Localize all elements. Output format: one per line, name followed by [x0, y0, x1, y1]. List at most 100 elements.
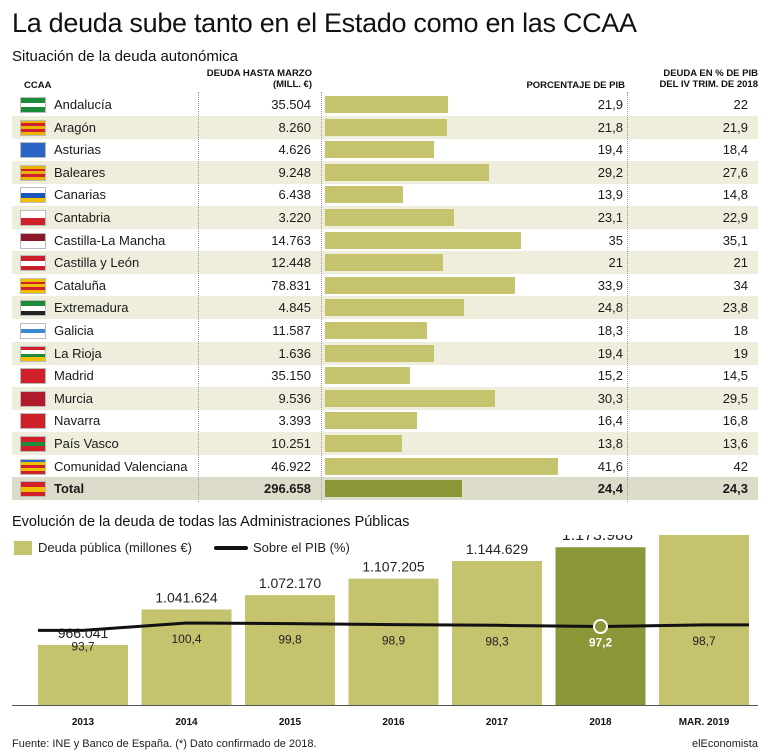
- pib-percent: 41,6: [597, 458, 623, 474]
- x-tick-label: 2016: [382, 717, 405, 728]
- legend-line-swatch: [214, 546, 248, 550]
- table-row: Murcia 9.536 30,3 29,5: [12, 386, 758, 410]
- region-name: Galicia: [54, 323, 94, 338]
- debt-value: 11.587: [272, 323, 311, 338]
- debt-value: 4.845: [278, 300, 311, 316]
- pib-bar: [325, 457, 558, 475]
- pib-iv-percent: 18,4: [722, 142, 748, 158]
- table-row: Aragón 8.260 21,8 21,9: [12, 115, 758, 139]
- pib-iv-percent: 22: [733, 97, 748, 112]
- x-tick-label: 2017: [486, 717, 509, 728]
- header-iv-line1: DEUDA EN % DE PIB: [663, 68, 758, 79]
- debt-value: 10.251: [271, 436, 311, 451]
- pib-value-label: 98,9: [382, 634, 406, 648]
- debt-bar: [452, 561, 542, 705]
- region-flag-icon: [20, 232, 46, 249]
- debt-value: 3.220: [278, 210, 311, 225]
- table-row: Canarias 6.438 13,9 14,8: [12, 183, 758, 206]
- header-ccaa: CCAA: [24, 80, 52, 91]
- pib-percent: 24,8: [597, 300, 623, 316]
- region-flag-icon: [20, 187, 46, 204]
- region-flag-icon: [20, 413, 46, 430]
- region-flag-icon: [20, 323, 46, 339]
- pib-bar: [325, 367, 411, 385]
- legend-bar-swatch: [14, 541, 32, 555]
- table-row: Extremadura 4.845 24,8 23,8: [12, 296, 758, 320]
- legend-line-label: Sobre el PIB (%): [253, 540, 350, 555]
- region-name: Aragón: [54, 119, 96, 135]
- debt-bar: [38, 645, 128, 705]
- pib-bar: [325, 299, 464, 317]
- region-flag-icon: [20, 368, 46, 385]
- column-divider: [321, 92, 322, 502]
- region-name: Andalucía: [54, 97, 112, 112]
- x-tick-label: 2018: [589, 717, 612, 728]
- region-name: La Rioja: [54, 345, 102, 361]
- pib-percent: 29,2: [597, 164, 623, 180]
- column-divider: [198, 92, 199, 502]
- pib-value-label: 100,4: [171, 632, 201, 646]
- header-iv-line2: DEL IV TRIM. DE 2018: [659, 79, 758, 90]
- region-flag-icon: [20, 390, 46, 407]
- pib-value-label: 93,7: [71, 639, 95, 653]
- region-flag-icon: [20, 97, 46, 113]
- table-row: Asturias 4.626 19,4 18,4: [12, 138, 758, 161]
- pib-iv-percent: 34: [733, 277, 748, 293]
- pib-bar: [325, 480, 462, 498]
- pib-bar: [325, 96, 448, 113]
- pib-bar: [325, 435, 403, 452]
- table-row: Galicia 11.587 18,3 18: [12, 319, 758, 342]
- debt-value: 35.504: [271, 97, 311, 112]
- chart-title: La deuda sube tanto en el Estado como en…: [12, 8, 637, 38]
- pib-iv-percent: 35,1: [722, 232, 748, 248]
- debt-value-label: 1.173.988*: [562, 535, 639, 544]
- debt-value-label: 1.072.170: [259, 575, 321, 591]
- region-flag-icon: [20, 210, 46, 226]
- debt-value: 9.536: [278, 390, 311, 406]
- debt-value: 3.393: [278, 413, 311, 429]
- table-row: La Rioja 1.636 19,4 19: [12, 341, 758, 365]
- region-flag-icon: [20, 164, 46, 181]
- pib-bar: [325, 141, 434, 159]
- pib-iv-percent: 23,8: [722, 300, 748, 316]
- pib-bar: [325, 163, 489, 181]
- region-name: Castilla y León: [54, 255, 140, 271]
- pib-line: [38, 621, 749, 632]
- pib-iv-percent: 14,5: [722, 368, 748, 384]
- x-tick-label: MAR. 2019: [679, 717, 730, 728]
- pib-iv-percent: 24,3: [722, 481, 748, 497]
- pib-bar: [325, 254, 443, 272]
- region-flag-icon: [20, 277, 46, 294]
- pib-percent: 24,4: [597, 481, 623, 497]
- table-subtitle: Situación de la deuda autonómica: [12, 48, 238, 65]
- debt-evolution-chart: 966.041201393,71.041.6242014100,41.072.1…: [12, 535, 758, 728]
- pib-percent: 35: [608, 232, 623, 248]
- column-divider: [627, 92, 628, 502]
- table-row: Andalucía 35.504 21,9 22: [12, 93, 758, 116]
- pib-bar: [325, 118, 448, 136]
- table-row: Castilla y León 12.448 21 21: [12, 251, 758, 275]
- table-row: Navarra 3.393 16,4 16,8: [12, 409, 758, 432]
- table-row: Madrid 35.150 15,2 14,5: [12, 364, 758, 387]
- debt-bar: [245, 595, 335, 705]
- debt-value: 4.626: [278, 142, 311, 158]
- pib-iv-percent: 18: [733, 323, 748, 338]
- debt-value-label: 1.041.624: [155, 589, 217, 605]
- region-name: Castilla-La Mancha: [54, 232, 166, 248]
- source-note: Fuente: INE y Banco de España. (*) Dato …: [12, 738, 317, 750]
- pib-iv-percent: 21: [733, 255, 748, 271]
- table-total-row: Total 296.658 24,4 24,3: [12, 477, 758, 501]
- pib-iv-percent: 14,8: [722, 187, 748, 203]
- header-iv: DEUDA EN % DE PIB DEL IV TRIM. DE 2018: [659, 68, 758, 90]
- region-name: Murcia: [54, 390, 94, 406]
- pib-iv-percent: 22,9: [722, 210, 748, 225]
- pib-bar: [325, 231, 521, 249]
- region-name: Extremadura: [54, 300, 129, 316]
- pib-iv-percent: 13,6: [722, 436, 748, 451]
- highlight-marker: [593, 619, 608, 635]
- pib-percent: 21: [608, 255, 623, 271]
- pib-iv-percent: 19: [733, 345, 748, 361]
- pib-percent: 23,1: [597, 210, 623, 225]
- debt-value: 12.448: [271, 255, 311, 271]
- region-flag-icon: [20, 119, 46, 136]
